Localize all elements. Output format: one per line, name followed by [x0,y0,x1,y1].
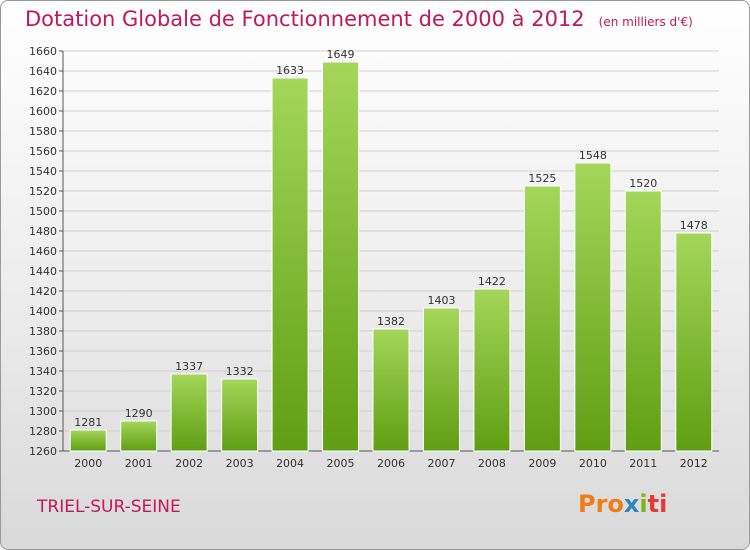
bar-2005 [322,61,360,452]
logo-part-2: x [623,490,640,518]
bar-value-label: 1649 [327,48,355,61]
y-tick-label: 1520 [29,185,57,198]
bar-2007 [422,307,460,452]
bar-value-label: 1290 [125,407,153,420]
bar-2011 [624,190,662,452]
bar-value-label: 1382 [377,315,405,328]
logo-part-1: Pro [578,490,624,518]
y-tick-label: 1320 [29,385,57,398]
x-tick-label: 2012 [680,457,708,470]
y-tick-label: 1620 [29,85,57,98]
y-tick-label: 1400 [29,305,57,318]
x-tick-label: 2008 [478,457,506,470]
y-tick-label: 1280 [29,425,57,438]
x-tick-label: 2010 [579,457,607,470]
proxiti-logo: Proxiti [578,490,667,518]
x-tick-label: 2003 [226,457,254,470]
bar-2001 [120,420,158,452]
y-tick-label: 1340 [29,365,57,378]
y-tick-label: 1300 [29,405,57,418]
bar-2010 [574,162,612,452]
bar-2012 [675,232,713,452]
chart-unit: (en milliers d'€) [598,15,693,29]
bar-value-label: 1478 [680,219,708,232]
logo-part-4: ti [647,490,668,518]
x-tick-label: 2006 [377,457,405,470]
y-tick-label: 1560 [29,145,57,158]
x-tick-label: 2011 [629,457,657,470]
x-tick-label: 2007 [427,457,455,470]
bar-2006 [372,328,410,452]
y-tick-label: 1660 [29,45,57,58]
x-tick-label: 2002 [175,457,203,470]
y-tick-label: 1420 [29,285,57,298]
x-tick-label: 2005 [327,457,355,470]
chart-title-block: Dotation Globale de Fonctionnement de 20… [25,7,693,31]
y-tick-label: 1380 [29,325,57,338]
bar-value-label: 1548 [579,149,607,162]
chart-title: Dotation Globale de Fonctionnement de 20… [25,7,585,31]
y-tick-label: 1440 [29,265,57,278]
bar-2008 [473,288,511,452]
commune-name: TRIEL-SUR-SEINE [37,497,181,517]
bar-value-label: 1633 [276,64,304,77]
y-tick-label: 1580 [29,125,57,138]
y-tick-label: 1500 [29,205,57,218]
y-tick-label: 1640 [29,65,57,78]
bar-value-label: 1281 [74,416,102,429]
logo-part-3: i [639,490,648,518]
bar-2002 [170,373,208,452]
x-tick-label: 2001 [125,457,153,470]
bar-value-label: 1422 [478,275,506,288]
y-tick-label: 1480 [29,225,57,238]
bar-value-label: 1337 [175,360,203,373]
bar-2003 [221,378,259,452]
y-tick-label: 1600 [29,105,57,118]
bar-2004 [271,77,309,452]
bar-value-label: 1332 [226,365,254,378]
y-tick-label: 1540 [29,165,57,178]
bar-value-label: 1520 [629,177,657,190]
y-tick-label: 1260 [29,445,57,458]
bar-2009 [523,185,561,452]
x-tick-label: 2009 [528,457,556,470]
x-tick-label: 2004 [276,457,304,470]
bar-2000 [69,429,107,452]
bar-value-label: 1403 [427,294,455,307]
y-tick-label: 1460 [29,245,57,258]
bar-value-label: 1525 [528,172,556,185]
y-tick-label: 1360 [29,345,57,358]
x-tick-label: 2000 [74,457,102,470]
